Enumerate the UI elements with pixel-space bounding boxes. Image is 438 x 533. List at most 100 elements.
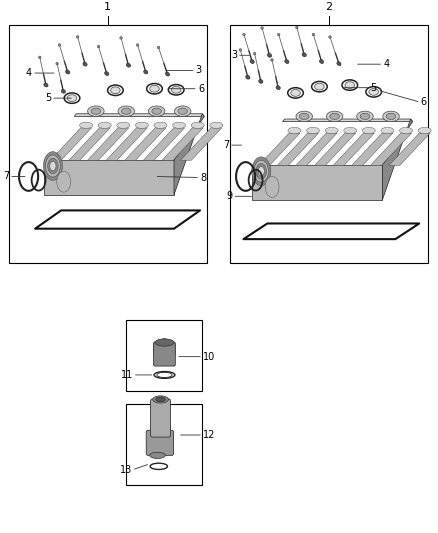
Ellipse shape	[307, 127, 320, 134]
Polygon shape	[125, 128, 166, 160]
Ellipse shape	[296, 111, 312, 122]
Text: 3: 3	[231, 50, 237, 60]
Text: 1: 1	[104, 2, 111, 12]
Ellipse shape	[153, 396, 168, 403]
Ellipse shape	[39, 56, 41, 59]
Ellipse shape	[88, 106, 104, 116]
Ellipse shape	[105, 71, 109, 76]
Text: 10: 10	[203, 352, 215, 362]
Ellipse shape	[118, 106, 134, 116]
Polygon shape	[74, 114, 205, 116]
Text: 6: 6	[420, 98, 427, 107]
Ellipse shape	[288, 127, 301, 134]
Polygon shape	[154, 338, 175, 359]
Ellipse shape	[210, 122, 223, 128]
Polygon shape	[277, 133, 318, 166]
Ellipse shape	[250, 60, 254, 63]
Ellipse shape	[57, 171, 71, 192]
Ellipse shape	[157, 46, 160, 49]
Ellipse shape	[43, 152, 63, 180]
Ellipse shape	[121, 108, 131, 114]
Polygon shape	[143, 128, 184, 160]
Ellipse shape	[296, 26, 298, 29]
Ellipse shape	[148, 106, 165, 116]
Ellipse shape	[381, 127, 394, 134]
Ellipse shape	[344, 127, 357, 134]
Text: 9: 9	[226, 191, 233, 201]
Ellipse shape	[300, 114, 309, 119]
Ellipse shape	[253, 52, 256, 55]
Text: 5: 5	[45, 93, 51, 103]
Text: 8: 8	[200, 173, 206, 182]
Polygon shape	[252, 166, 382, 200]
Ellipse shape	[117, 122, 130, 128]
Ellipse shape	[243, 33, 245, 36]
Text: 11: 11	[120, 370, 133, 380]
Ellipse shape	[261, 27, 263, 29]
Text: 6: 6	[198, 84, 204, 94]
Ellipse shape	[150, 85, 159, 92]
Ellipse shape	[267, 53, 272, 57]
Ellipse shape	[56, 62, 58, 65]
Bar	[230, 25, 428, 263]
Ellipse shape	[144, 70, 148, 74]
Bar	[126, 320, 202, 391]
Ellipse shape	[265, 176, 279, 197]
Polygon shape	[50, 128, 92, 160]
Ellipse shape	[44, 83, 48, 87]
Ellipse shape	[328, 36, 331, 38]
Ellipse shape	[337, 62, 341, 66]
Ellipse shape	[285, 60, 289, 63]
Ellipse shape	[191, 122, 204, 128]
Ellipse shape	[48, 158, 58, 174]
Ellipse shape	[171, 86, 181, 93]
Polygon shape	[180, 128, 222, 160]
Ellipse shape	[66, 70, 70, 74]
Ellipse shape	[166, 72, 170, 76]
Polygon shape	[370, 133, 411, 166]
Polygon shape	[69, 128, 110, 160]
Ellipse shape	[326, 111, 343, 122]
Ellipse shape	[319, 60, 324, 63]
Ellipse shape	[136, 44, 139, 46]
Ellipse shape	[91, 108, 101, 114]
Polygon shape	[174, 114, 205, 195]
Ellipse shape	[178, 108, 187, 114]
Ellipse shape	[174, 106, 191, 116]
Ellipse shape	[312, 33, 315, 36]
Ellipse shape	[383, 111, 399, 122]
Ellipse shape	[330, 114, 339, 119]
Ellipse shape	[98, 122, 111, 128]
Ellipse shape	[154, 122, 167, 128]
Bar	[9, 25, 207, 263]
Ellipse shape	[369, 88, 378, 95]
Ellipse shape	[314, 83, 324, 90]
Polygon shape	[314, 133, 356, 166]
Ellipse shape	[76, 36, 79, 38]
Text: 12: 12	[203, 430, 215, 440]
Text: 7: 7	[3, 172, 9, 181]
Ellipse shape	[111, 87, 120, 94]
Bar	[126, 403, 202, 484]
Text: 2: 2	[325, 2, 333, 12]
Ellipse shape	[357, 111, 373, 122]
Polygon shape	[88, 128, 129, 160]
Ellipse shape	[58, 44, 61, 46]
Ellipse shape	[276, 86, 280, 90]
Ellipse shape	[271, 59, 273, 61]
Ellipse shape	[386, 114, 396, 119]
Ellipse shape	[61, 90, 65, 93]
Ellipse shape	[173, 122, 186, 128]
Ellipse shape	[152, 108, 162, 114]
Text: 3: 3	[196, 66, 202, 76]
Polygon shape	[389, 133, 430, 166]
Ellipse shape	[150, 452, 165, 458]
Ellipse shape	[399, 127, 413, 134]
Ellipse shape	[362, 127, 375, 134]
Ellipse shape	[156, 397, 165, 402]
Ellipse shape	[80, 122, 92, 128]
Polygon shape	[283, 119, 413, 122]
Ellipse shape	[325, 127, 338, 134]
Ellipse shape	[360, 114, 370, 119]
Ellipse shape	[277, 33, 280, 36]
